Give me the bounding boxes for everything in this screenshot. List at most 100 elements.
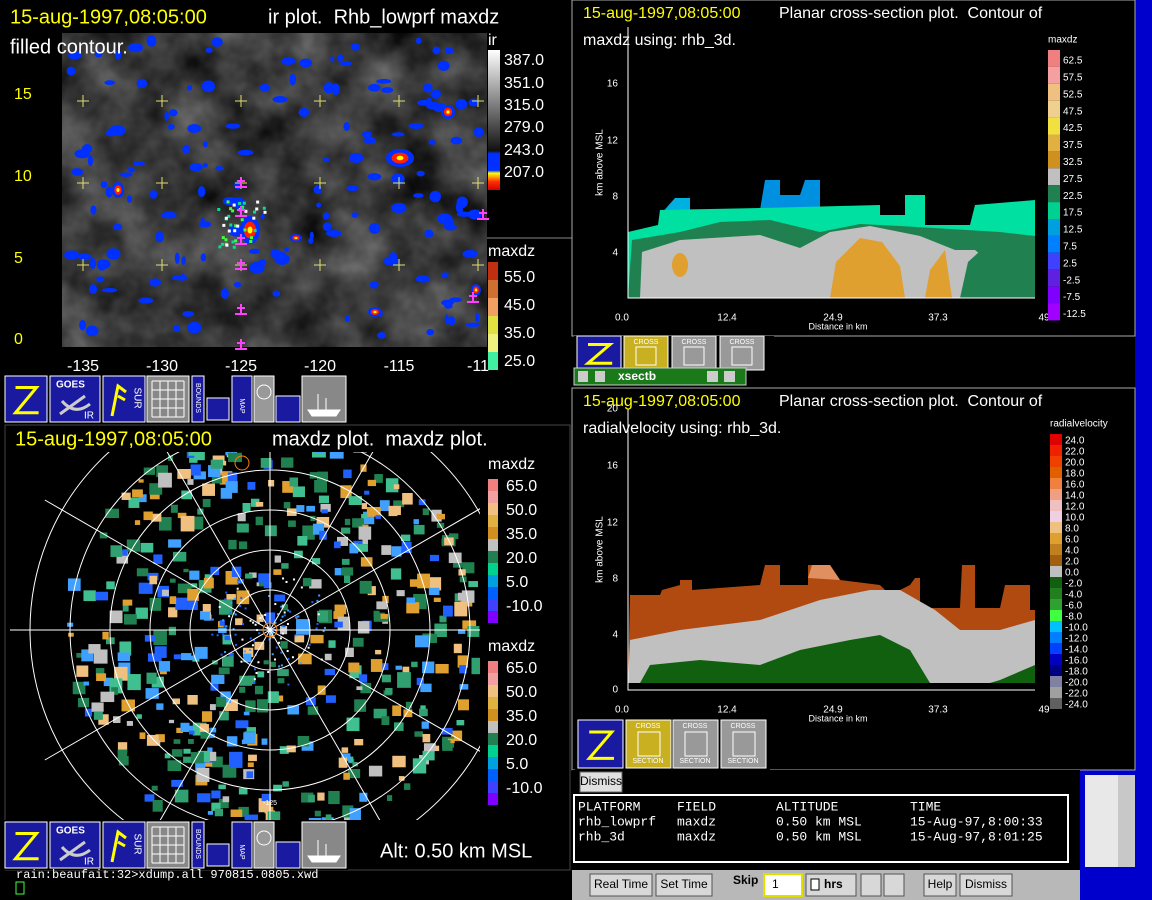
radar-echo [256, 699, 269, 713]
radar-echo [247, 481, 256, 490]
radar-echo [281, 457, 294, 468]
radar-echo [240, 596, 243, 599]
radar-echo [245, 573, 253, 579]
radar-echo [280, 664, 283, 667]
radar-echo [317, 685, 326, 695]
radar-echo [342, 805, 354, 818]
radar-echo [234, 633, 237, 636]
radar-echo [253, 678, 256, 681]
y-tick-label: 15 [14, 86, 32, 103]
ir-echo [444, 47, 454, 55]
maxdz-echo [234, 239, 238, 243]
ir-echo [339, 61, 353, 66]
ir-echo [173, 324, 181, 332]
radar-echo [144, 794, 155, 802]
ir-echo [344, 315, 350, 322]
ir-echo [66, 66, 76, 76]
ir-echo [132, 161, 146, 166]
radar-echo [393, 484, 400, 490]
colorbar-swatch [1048, 185, 1060, 203]
grid-cross [472, 177, 484, 189]
radar-echo [357, 621, 370, 634]
radar-echo [258, 581, 265, 587]
radar-echo [177, 512, 187, 519]
y-axis-title: km above MSL [595, 129, 606, 196]
maxdz-echo [240, 206, 244, 210]
radar-echo [254, 623, 257, 626]
station-marker [467, 292, 479, 303]
radar-echo [222, 656, 234, 667]
ir-echo [167, 124, 175, 130]
grid-cross [235, 95, 247, 107]
tool-button [672, 719, 719, 769]
ir-echo [361, 131, 373, 138]
colorbar-label: 65.0 [506, 478, 537, 495]
ir-echo [368, 222, 381, 234]
radar-echo [283, 625, 286, 628]
colorbar-label: -22.0 [1065, 689, 1088, 700]
contour-fill [628, 590, 1035, 683]
table-cell: 15-Aug-97,8:00:33 [910, 814, 1043, 829]
radar-echo [286, 622, 289, 625]
radar-echo [226, 594, 236, 600]
radar-echo [211, 802, 221, 811]
maxdz-echo [238, 201, 242, 205]
colorbar-swatch [1050, 687, 1062, 698]
radar-echo [68, 632, 74, 637]
radar-echo [207, 811, 213, 815]
colorbar-label: 65.0 [506, 660, 537, 677]
ir-echo [189, 163, 203, 172]
tool-label: GOES [56, 380, 85, 391]
window-bar [573, 367, 747, 386]
radar-echo [243, 650, 246, 653]
radar-echo [453, 561, 463, 568]
tool-button [191, 375, 205, 423]
colorbar-swatch [488, 262, 498, 280]
radar-echo [220, 487, 233, 499]
colorbar-swatch [488, 733, 498, 745]
tool-button [275, 841, 301, 869]
panel-subtitle: radialvelocity using: rhb_3d. [583, 420, 781, 437]
skip-value: 1 [772, 877, 779, 891]
radar-echo [180, 653, 192, 661]
radar-echo [270, 633, 273, 636]
radar-echo [238, 806, 249, 817]
radar-echo [187, 479, 194, 485]
radar-echo [418, 499, 426, 506]
ir-echo [112, 223, 123, 231]
ir-echo [447, 316, 456, 326]
timestamp: 15-aug-1997,08:05:00 [583, 5, 741, 22]
ir-storm-center [294, 237, 298, 239]
ir-echo [87, 155, 93, 167]
ir-echo [343, 121, 350, 131]
azimuth-spoke [269, 508, 480, 631]
ir-echo [316, 202, 322, 208]
ir-echoes [64, 35, 484, 339]
radar-echo [289, 477, 299, 487]
radar-echo [362, 539, 368, 545]
colorbar-swatch [1050, 698, 1062, 709]
ir-storm-center [474, 288, 478, 292]
colorbar-swatch [1048, 168, 1060, 186]
radar-echo [352, 761, 358, 767]
ir-echo [462, 249, 478, 258]
ir-echo [415, 275, 431, 283]
radar-echo [308, 643, 311, 646]
tool-label: IR [84, 857, 94, 868]
radar-echo [397, 672, 411, 688]
ir-clouds [62, 33, 487, 347]
maxdz-echo [227, 229, 231, 233]
radar-echo [168, 626, 176, 636]
radar-echo [282, 481, 294, 493]
cube-icon [732, 731, 756, 757]
maxdz-echo [217, 207, 221, 211]
radar-echo [149, 597, 162, 611]
radar-echo [138, 582, 153, 594]
radar-echo [453, 643, 462, 654]
window-button [724, 371, 735, 382]
maxdz-echo [229, 223, 233, 227]
radar-echo [126, 720, 133, 726]
ir-echo [313, 185, 323, 195]
radar-echo [364, 490, 370, 495]
radar-echo [228, 452, 242, 463]
